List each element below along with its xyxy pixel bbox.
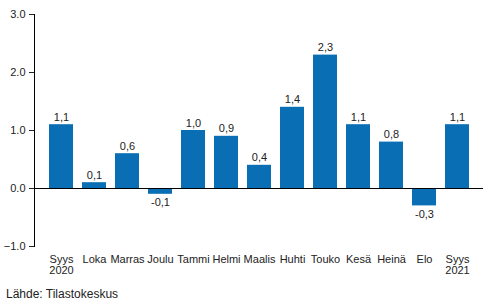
svg-text:1,0: 1,0 bbox=[186, 117, 201, 129]
svg-text:Heinä: Heinä bbox=[377, 253, 407, 265]
svg-text:-0,1: -0,1 bbox=[151, 196, 170, 208]
svg-text:Helmi: Helmi bbox=[212, 253, 240, 265]
svg-text:1.0: 1.0 bbox=[10, 124, 25, 136]
svg-text:Huhti: Huhti bbox=[280, 253, 306, 265]
svg-text:Touko: Touko bbox=[311, 253, 340, 265]
svg-text:0,1: 0,1 bbox=[87, 169, 102, 181]
svg-text:Kesä: Kesä bbox=[346, 253, 372, 265]
svg-text:0.0: 0.0 bbox=[10, 182, 25, 194]
svg-text:0,9: 0,9 bbox=[219, 122, 234, 134]
svg-text:-0,3: -0,3 bbox=[415, 208, 434, 220]
svg-text:1,4: 1,4 bbox=[285, 93, 300, 105]
svg-text:2.0: 2.0 bbox=[10, 66, 25, 78]
svg-text:3.0: 3.0 bbox=[10, 8, 25, 20]
svg-text:0,6: 0,6 bbox=[120, 140, 135, 152]
svg-text:Elo: Elo bbox=[417, 253, 433, 265]
svg-text:Marras: Marras bbox=[110, 253, 145, 265]
svg-text:1,1: 1,1 bbox=[450, 111, 465, 123]
svg-text:1,1: 1,1 bbox=[54, 111, 69, 123]
svg-text:2,3: 2,3 bbox=[318, 41, 333, 53]
svg-text:1,1: 1,1 bbox=[351, 111, 366, 123]
svg-text:−1.0: −1.0 bbox=[4, 240, 26, 252]
svg-text:Syys2020: Syys2020 bbox=[49, 253, 74, 276]
svg-text:0,8: 0,8 bbox=[384, 128, 399, 140]
svg-text:Joulu: Joulu bbox=[147, 253, 173, 265]
svg-text:Loka: Loka bbox=[83, 253, 108, 265]
svg-text:Maalis: Maalis bbox=[244, 253, 276, 265]
svg-text:Tammi: Tammi bbox=[177, 253, 209, 265]
svg-text:Syys2021: Syys2021 bbox=[445, 253, 470, 276]
svg-text:0,4: 0,4 bbox=[252, 151, 267, 163]
html-text:Lähde: Tilastokeskus: Lähde: Tilastokeskus bbox=[6, 287, 119, 301]
